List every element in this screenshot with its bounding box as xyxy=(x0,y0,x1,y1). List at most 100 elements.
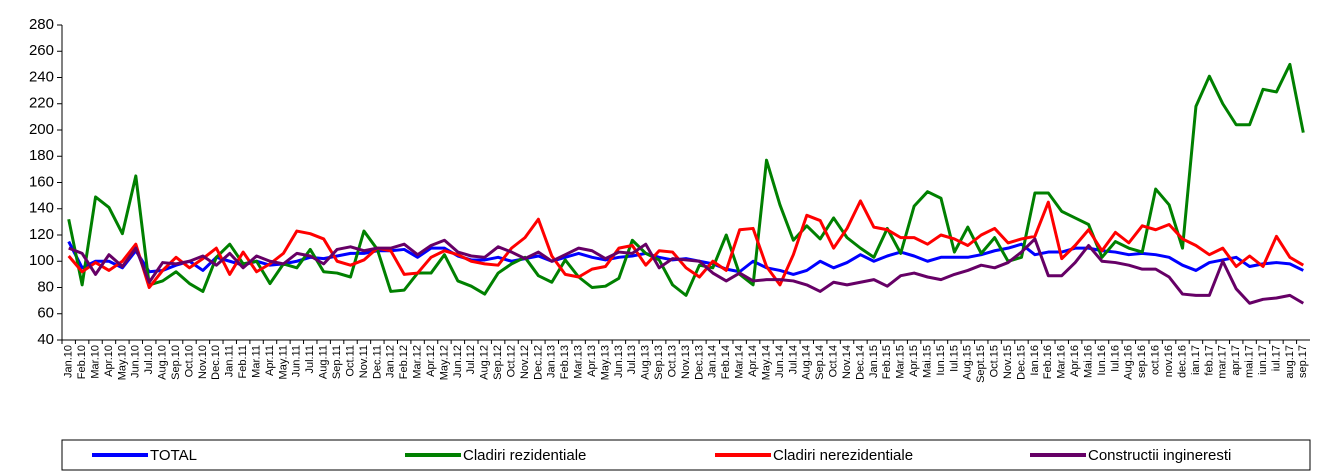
x-tick-label: Apr.14 xyxy=(747,345,759,377)
legend-label: Cladiri nerezidentiale xyxy=(773,447,913,464)
x-tick-label: nov.16 xyxy=(1163,345,1175,377)
legend-label: Constructii ingineresti xyxy=(1088,447,1231,464)
x-tick-label: Jan.13 xyxy=(546,345,558,378)
x-tick-label: Aug.15 xyxy=(962,345,974,380)
x-tick-label: Sep.12 xyxy=(492,345,504,380)
x-tick-label: Dec.14 xyxy=(854,345,866,380)
x-tick-label: Jul.13 xyxy=(626,345,638,374)
y-tick-label: 60 xyxy=(37,305,54,322)
x-tick-label: Jul.12 xyxy=(465,345,477,374)
x-tick-label: Jan.14 xyxy=(707,345,719,378)
x-tick-label: aug.17 xyxy=(1284,345,1296,379)
x-tick-label: Jun.10 xyxy=(130,345,142,378)
y-tick-label: 80 xyxy=(37,278,54,295)
x-tick-label: May.11 xyxy=(277,345,289,379)
x-tick-label: Oct.14 xyxy=(828,345,840,377)
x-tick-label: May.14 xyxy=(760,345,772,380)
x-tick-label: Jun.14 xyxy=(774,345,786,378)
x-tick-label: Aug.12 xyxy=(479,345,491,380)
x-tick-label: Aug.16 xyxy=(1123,345,1135,380)
x-tick-label: Jun.12 xyxy=(452,345,464,378)
x-tick-label: Oct.15 xyxy=(989,345,1001,377)
x-tick-label: Apr.11 xyxy=(264,345,276,376)
x-tick-label: Jun.11 xyxy=(291,345,303,377)
x-tick-label: apr.17 xyxy=(1230,345,1242,376)
y-tick-label: 240 xyxy=(29,68,54,85)
x-tick-label: Jul.10 xyxy=(143,345,155,374)
x-tick-label: Mai.15 xyxy=(921,345,933,378)
x-tick-label: iun.17 xyxy=(1257,345,1269,375)
x-tick-label: Jan.10 xyxy=(63,345,75,378)
y-tick-label: 220 xyxy=(29,95,54,112)
x-tick-label: Nov.11 xyxy=(358,345,370,378)
x-tick-label: Apr.10 xyxy=(103,345,115,377)
x-tick-label: Jan.11 xyxy=(224,345,236,377)
x-tick-label: May.10 xyxy=(116,345,128,380)
legend: TOTAL Cladiri rezidentiale Cladiri nerezid… xyxy=(61,439,1311,471)
x-tick-label: Sep.11 xyxy=(331,345,343,379)
x-tick-label: Feb.10 xyxy=(76,345,88,379)
x-tick-label: Mar.16 xyxy=(1056,345,1068,379)
x-tick-label: Jan.15 xyxy=(868,345,880,378)
x-tick-label: May.12 xyxy=(438,345,450,380)
x-tick-label: Jan.12 xyxy=(385,345,397,378)
x-tick-label: Oct.11 xyxy=(344,345,356,377)
x-tick-label: Feb.12 xyxy=(398,345,410,379)
x-tick-label: Dec.10 xyxy=(210,345,222,380)
y-tick-label: 180 xyxy=(29,147,54,164)
x-tick-label: Feb.11 xyxy=(237,345,249,378)
x-tick-label: Aug.13 xyxy=(640,345,652,380)
y-tick-label: 200 xyxy=(29,121,54,138)
x-tick-label: Mar.11 xyxy=(250,345,262,378)
x-tick-label: Sep.10 xyxy=(170,345,182,380)
x-tick-label: Feb.14 xyxy=(720,345,732,379)
x-tick-label: Aug.11 xyxy=(318,345,330,379)
x-tick-label: Iul.16 xyxy=(1109,345,1121,372)
x-tick-label: Apr.16 xyxy=(1069,345,1081,377)
x-tick-label: oct.16 xyxy=(1150,345,1162,375)
x-tick-label: Jul.11 xyxy=(304,345,316,374)
x-tick-label: Oct.10 xyxy=(183,345,195,377)
x-tick-label: Feb.16 xyxy=(1042,345,1054,379)
x-tick-label: Dec.11 xyxy=(371,345,383,379)
x-tick-label: sep.17 xyxy=(1297,345,1309,378)
x-tick-label: Oct.13 xyxy=(666,345,678,377)
x-tick-label: Dec.15 xyxy=(1015,345,1027,380)
x-tick-label: Apr.12 xyxy=(425,345,437,377)
x-tick-label: Sept.15 xyxy=(975,345,987,383)
x-tick-label: Mai.16 xyxy=(1082,345,1094,378)
legend-box xyxy=(61,439,1311,471)
x-tick-label: Feb.15 xyxy=(881,345,893,379)
y-tick-label: 120 xyxy=(29,226,54,243)
x-tick-label: Iun.15 xyxy=(935,345,947,376)
series-line xyxy=(67,199,1305,289)
x-tick-label: mai.17 xyxy=(1244,345,1256,378)
x-tick-label: ian.17 xyxy=(1190,345,1202,375)
x-tick-label: Apr.13 xyxy=(586,345,598,377)
x-tick-label: Oct.12 xyxy=(505,345,517,377)
x-tick-label: Ian.16 xyxy=(1029,345,1041,376)
x-tick-label: dec.16 xyxy=(1176,345,1188,378)
x-tick-label: mar.17 xyxy=(1217,345,1229,379)
y-tick-label: 280 xyxy=(29,16,54,33)
x-tick-label: Sep.14 xyxy=(814,345,826,380)
x-tick-label: Nov.13 xyxy=(680,345,692,379)
x-tick-label: Nov.12 xyxy=(519,345,531,379)
x-tick-label: Mar.14 xyxy=(734,345,746,379)
x-tick-label: sep.16 xyxy=(1136,345,1148,378)
x-tick-label: Aug.10 xyxy=(157,345,169,380)
y-tick-label: 40 xyxy=(37,331,54,348)
x-tick-label: Nov.15 xyxy=(1002,345,1014,379)
legend-label: TOTAL xyxy=(150,447,197,464)
x-tick-label: Mar.13 xyxy=(573,345,585,379)
x-tick-label: Mar.12 xyxy=(412,345,424,379)
x-tick-label: Mar.15 xyxy=(895,345,907,379)
x-tick-label: Jun.13 xyxy=(613,345,625,378)
x-tick-label: Jul.14 xyxy=(787,345,799,374)
x-tick-label: Nov.14 xyxy=(841,345,853,379)
x-tick-label: Dec.13 xyxy=(693,345,705,380)
x-tick-label: Mar.10 xyxy=(89,345,101,379)
x-tick-label: Feb.13 xyxy=(559,345,571,379)
x-tick-label: May.13 xyxy=(599,345,611,380)
